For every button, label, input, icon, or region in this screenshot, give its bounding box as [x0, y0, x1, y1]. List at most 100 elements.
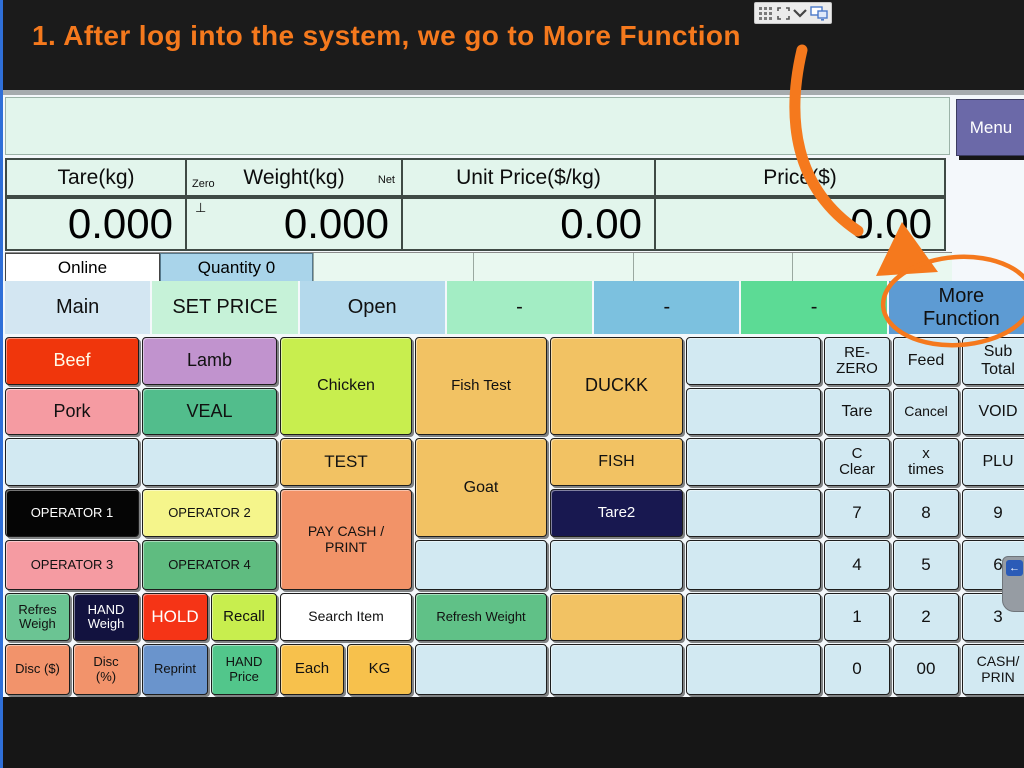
tab-blank-3[interactable]: - [741, 281, 887, 334]
preset-blank [550, 644, 683, 695]
operator-4-button[interactable]: OPERATOR 4 [142, 540, 277, 590]
goat-button[interactable]: Goat [415, 438, 547, 537]
duckk-button[interactable]: DUCKK [550, 337, 683, 435]
x-times-button[interactable]: x times [893, 438, 959, 486]
operator-2-button[interactable]: OPERATOR 2 [142, 489, 277, 537]
annotation-banner: 1. After log into the system, we go to M… [0, 0, 1024, 90]
veal-button[interactable]: VEAL [142, 388, 277, 435]
preset-blank [686, 593, 821, 641]
chevron-down-icon[interactable] [793, 8, 808, 18]
price-value: 0.00 [850, 200, 932, 247]
preset-blank [550, 540, 683, 590]
item-display-area [5, 97, 950, 155]
kg-button[interactable]: KG [347, 644, 412, 695]
hand-price-button[interactable]: HAND Price [211, 644, 277, 695]
cash-print-button[interactable]: CASH/ PRIN [962, 644, 1024, 695]
weight-label: Weight(kg) [243, 165, 345, 189]
zero-indicator-label: Zero [192, 178, 215, 190]
feed-button[interactable]: Feed [893, 337, 959, 385]
lamb-button[interactable]: Lamb [142, 337, 277, 385]
expand-icon[interactable] [776, 6, 791, 21]
reprint-button[interactable]: Reprint [142, 644, 208, 695]
void-button[interactable]: VOID [962, 388, 1024, 435]
hold-button[interactable]: HOLD [142, 593, 208, 641]
bottom-bezel [0, 697, 1024, 768]
unit-price-value-cell: 0.00 [401, 197, 656, 251]
refresh-weigh-button[interactable]: Refres Weigh [5, 593, 70, 641]
tab-blank-2[interactable]: - [594, 281, 740, 334]
sub-total-button[interactable]: Sub Total [962, 337, 1024, 385]
display-share-icon[interactable] [810, 5, 828, 21]
page-tab-row: Main SET PRICE Open - - - More Function [5, 281, 1024, 334]
floating-side-handle[interactable]: ← [1002, 556, 1024, 612]
tab-main[interactable]: Main [5, 281, 151, 334]
menu-button[interactable]: Menu [956, 99, 1024, 156]
quantity-status-label: Quantity 0 [197, 257, 276, 277]
key-7-button[interactable]: 7 [824, 489, 890, 537]
re-zero-button[interactable]: RE- ZERO [824, 337, 890, 385]
key-8-button[interactable]: 8 [893, 489, 959, 537]
tab-blank-1[interactable]: - [446, 281, 593, 334]
test-button[interactable]: TEST [280, 438, 412, 486]
weight-value-cell: ⊥ 0.000 [185, 197, 403, 251]
key-4-button[interactable]: 4 [824, 540, 890, 590]
disc-percent-button[interactable]: Disc (%) [73, 644, 139, 695]
unit-price-value: 0.00 [560, 200, 642, 247]
online-status-tab[interactable]: Online [5, 253, 160, 281]
tab-set-price[interactable]: SET PRICE [152, 281, 298, 334]
key-1-button[interactable]: 1 [824, 593, 890, 641]
status-cell [792, 253, 952, 281]
tare-label: Tare(kg) [57, 165, 135, 189]
grid-handle-icon[interactable] [758, 6, 773, 21]
back-arrow-icon[interactable]: ← [1006, 560, 1023, 576]
c-clear-button[interactable]: C Clear [824, 438, 890, 486]
tare-header-cell: Tare(kg) [5, 158, 187, 197]
refresh-weight-button[interactable]: Refresh Weight [415, 593, 547, 641]
status-row: Online Quantity 0 [5, 252, 952, 281]
online-status-label: Online [57, 257, 108, 277]
plu-button[interactable]: PLU [962, 438, 1024, 486]
pay-cash-print-button[interactable]: PAY CASH / PRINT [280, 489, 412, 590]
screen-left-edge [0, 0, 3, 768]
key-9-button[interactable]: 9 [962, 489, 1024, 537]
key-0-button[interactable]: 0 [824, 644, 890, 695]
tab-more-function[interactable]: More Function [888, 281, 1024, 334]
preset-blank [686, 644, 821, 695]
operator-3-button[interactable]: OPERATOR 3 [5, 540, 139, 590]
display-header-row: Tare(kg) Zero Weight(kg) Net Unit Price(… [5, 158, 952, 197]
beef-button[interactable]: Beef [5, 337, 139, 385]
tare-value-cell: 0.000 [5, 197, 187, 251]
price-label: Price($) [763, 165, 837, 189]
fish-test-button[interactable]: Fish Test [415, 337, 547, 435]
cancel-button[interactable]: Cancel [893, 388, 959, 435]
preset-button-grid: Beef Lamb Chicken Fish Test DUCKK RE- ZERO Fee… [5, 337, 1024, 695]
recall-button[interactable]: Recall [211, 593, 277, 641]
status-cell [472, 253, 633, 281]
key-00-button[interactable]: 00 [893, 644, 959, 695]
preset-blank [415, 540, 547, 590]
key-2-button[interactable]: 2 [893, 593, 959, 641]
quantity-status-tab[interactable]: Quantity 0 [160, 253, 313, 281]
fish-button[interactable]: FISH [550, 438, 683, 486]
unit-price-header-cell: Unit Price($/kg) [401, 158, 656, 197]
preset-blank [686, 388, 821, 435]
chicken-button[interactable]: Chicken [280, 337, 412, 435]
status-cell [632, 253, 793, 281]
each-button[interactable]: Each [280, 644, 344, 695]
tare-button[interactable]: Tare [824, 388, 890, 435]
pork-button[interactable]: Pork [5, 388, 139, 435]
operator-1-button[interactable]: OPERATOR 1 [5, 489, 139, 537]
preset-blank-orange [550, 593, 683, 641]
key-5-button[interactable]: 5 [893, 540, 959, 590]
window-chrome-strip [0, 90, 1024, 95]
preset-blank [142, 438, 277, 486]
search-item-button[interactable]: Search Item [280, 593, 412, 641]
hand-weigh-button[interactable]: HAND Weigh [73, 593, 139, 641]
tab-open[interactable]: Open [299, 281, 445, 334]
disc-dollar-button[interactable]: Disc ($) [5, 644, 70, 695]
weight-value: 0.000 [283, 200, 389, 247]
tare2-button[interactable]: Tare2 [550, 489, 683, 537]
net-indicator-label: Net [377, 174, 395, 186]
screen-share-toolbar [754, 2, 832, 24]
